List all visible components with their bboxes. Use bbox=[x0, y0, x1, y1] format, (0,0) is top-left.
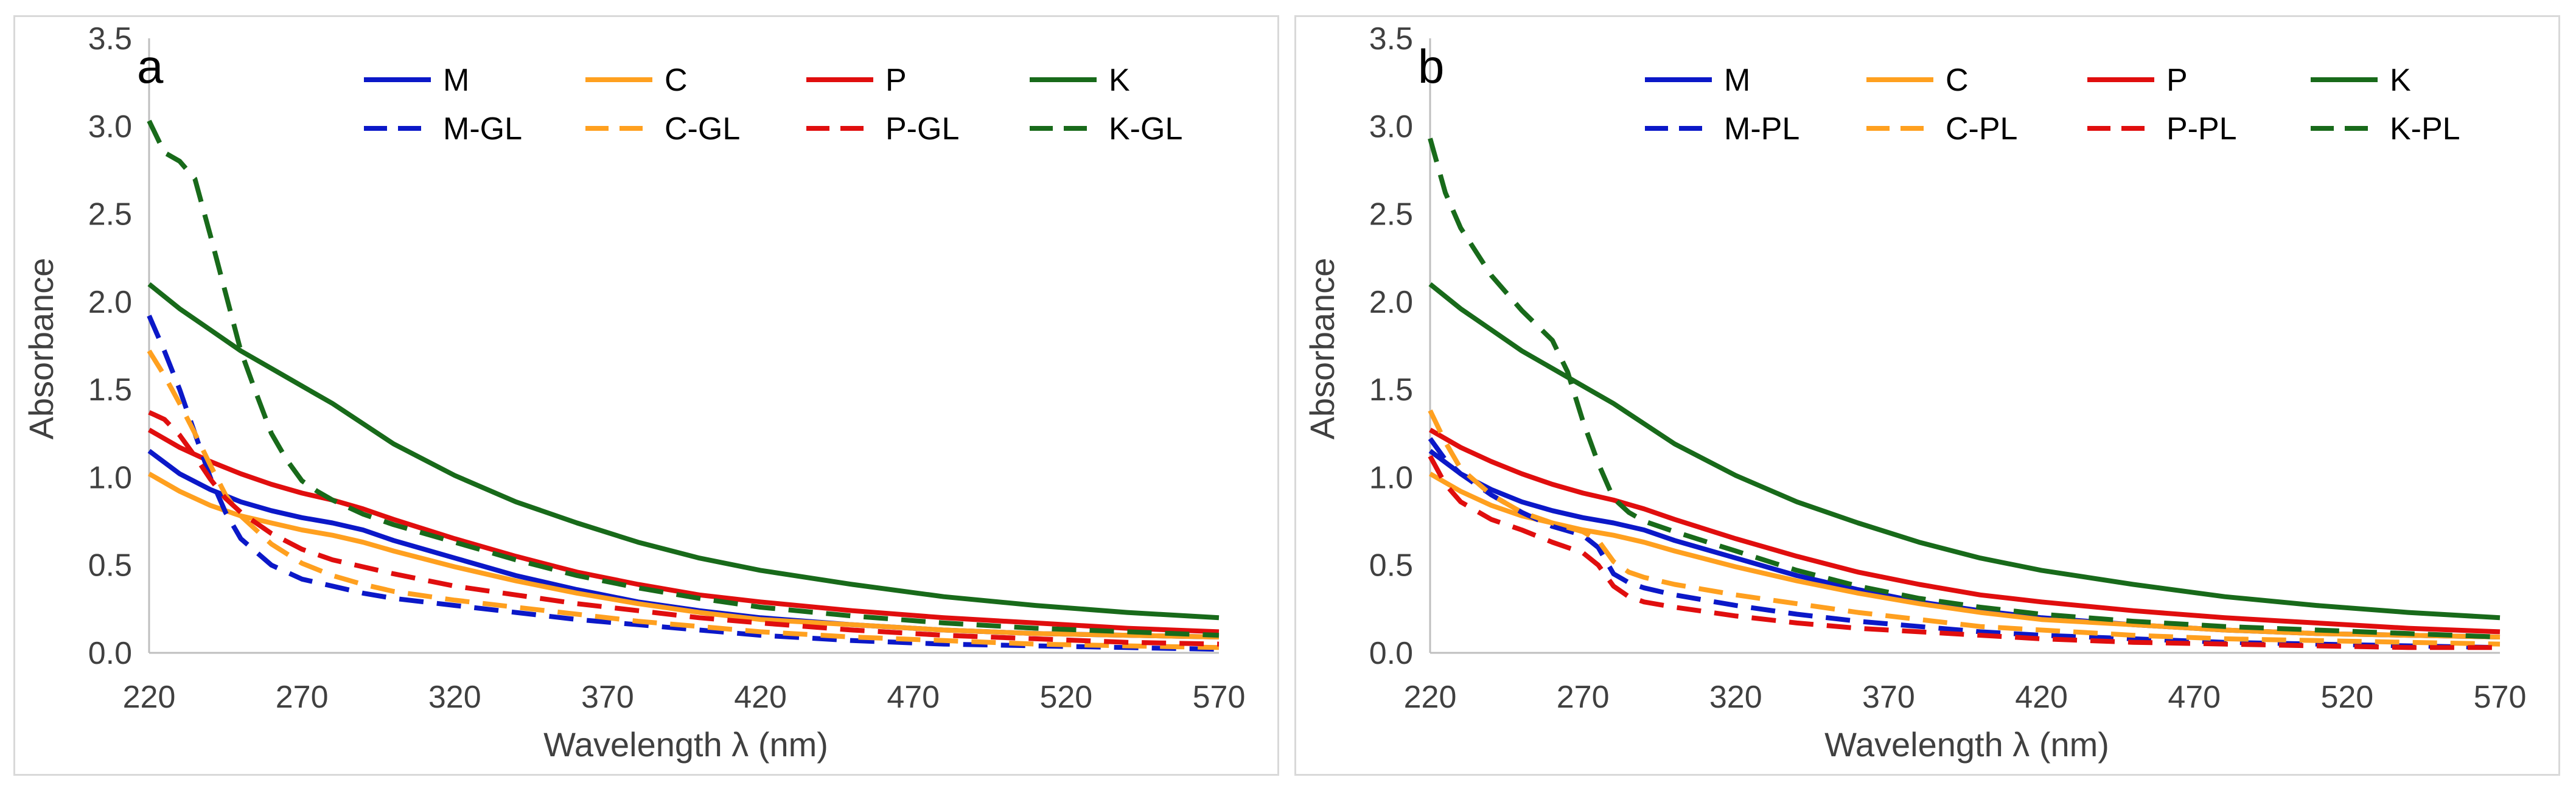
series-line-k-gl bbox=[147, 119, 1220, 638]
chart-a-svg: 0.0 0.5 1.0 1.5 2.0 2.5 3.0 3.5 220 270 320 370 420 4… bbox=[22, 21, 1246, 764]
legend-label-m: M bbox=[443, 63, 469, 98]
y-tick-label: 0.5 bbox=[1369, 548, 1413, 583]
legend-label-m-pl: M-PL bbox=[1724, 111, 1799, 147]
series-line-m-gl bbox=[147, 315, 1220, 652]
legend-label-k-gl: K-GL bbox=[1109, 111, 1182, 147]
y-tick-label: 0.5 bbox=[88, 548, 132, 583]
x-tick-label: 470 bbox=[887, 680, 940, 715]
y-tick-label: 3.0 bbox=[1369, 109, 1413, 144]
series-line-c-gl bbox=[147, 349, 1220, 650]
y-tick-label: 1.0 bbox=[88, 460, 132, 495]
series-line-c bbox=[148, 472, 1220, 639]
x-tick-label: 420 bbox=[734, 680, 787, 715]
chart-panel-a: 0.0 0.5 1.0 1.5 2.0 2.5 3.0 3.5 220 270 320 370 420 4… bbox=[13, 15, 1279, 776]
y-tick-label: 3.0 bbox=[88, 109, 132, 144]
legend-label-c-pl: C-PL bbox=[1946, 111, 2017, 147]
series-line-m-pl bbox=[1428, 437, 2501, 650]
legend-label-c-gl: C-GL bbox=[665, 111, 740, 147]
x-tick-label: 570 bbox=[2474, 680, 2527, 715]
x-tick-label: 370 bbox=[581, 680, 634, 715]
chart-panel-b: 0.0 0.5 1.0 1.5 2.0 2.5 3.0 3.5 220 270 320 370 420 4… bbox=[1294, 15, 2560, 776]
series-line-c-pl bbox=[1428, 409, 2501, 647]
y-tick-label: 1.0 bbox=[1369, 460, 1413, 495]
legend-label-p-pl: P-PL bbox=[2166, 111, 2237, 147]
legend-label-k: K bbox=[1109, 63, 1130, 98]
x-axis-title-b: Wavelength λ (nm) bbox=[1824, 725, 2109, 764]
y-tick-label: 3.5 bbox=[1369, 21, 1413, 57]
x-tick-label: 420 bbox=[2015, 680, 2068, 715]
legend-label-k: K bbox=[2390, 63, 2411, 98]
x-tick-label: 520 bbox=[1039, 680, 1092, 715]
x-tick-label: 520 bbox=[2320, 680, 2373, 715]
x-tick-label: 570 bbox=[1193, 680, 1246, 715]
y-tick-label: 2.5 bbox=[88, 197, 132, 232]
panel-label-b: b bbox=[1418, 40, 1444, 93]
y-tick-label: 2.0 bbox=[88, 285, 132, 320]
chart-b-svg: 0.0 0.5 1.0 1.5 2.0 2.5 3.0 3.5 220 270 320 370 420 4… bbox=[1303, 21, 2527, 764]
legend-label-p-gl: P-GL bbox=[885, 111, 959, 147]
legend-label-m: M bbox=[1724, 63, 1750, 98]
x-tick-label: 370 bbox=[1862, 680, 1915, 715]
x-tick-label: 270 bbox=[1557, 680, 1610, 715]
x-tick-label: 470 bbox=[2168, 680, 2221, 715]
x-tick-label: 270 bbox=[276, 680, 329, 715]
y-tick-label: 1.5 bbox=[1369, 372, 1413, 408]
panel-label-a: a bbox=[137, 40, 164, 93]
y-tick-label: 2.0 bbox=[1369, 285, 1413, 320]
y-axis-title-b: Absorbance bbox=[1303, 258, 1341, 440]
x-tick-label: 320 bbox=[1709, 680, 1762, 715]
x-axis-title-a: Wavelength λ (nm) bbox=[543, 725, 828, 764]
y-axis-title-a: Absorbance bbox=[22, 258, 60, 440]
legend-label-c: C bbox=[1946, 63, 1969, 98]
series-line-p-gl bbox=[148, 410, 1220, 647]
legend-label-k-pl: K-PL bbox=[2390, 111, 2460, 147]
series-line-k bbox=[147, 282, 1220, 621]
y-tick-label: 1.5 bbox=[88, 372, 132, 408]
y-tick-label: 2.5 bbox=[1369, 197, 1413, 232]
legend-label-m-gl: M-GL bbox=[443, 111, 522, 147]
x-tick-label: 220 bbox=[1404, 680, 1457, 715]
series-line-p bbox=[1429, 428, 2501, 635]
legend-label-p: P bbox=[885, 63, 907, 98]
legend-label-p: P bbox=[2166, 63, 2188, 98]
legend-label-c: C bbox=[665, 63, 688, 98]
series-line-p bbox=[148, 428, 1220, 635]
series-line-k-pl bbox=[1428, 138, 2501, 639]
y-tick-label: 0.0 bbox=[88, 636, 132, 671]
x-tick-label: 320 bbox=[428, 680, 481, 715]
series-line-k bbox=[1428, 282, 2501, 621]
x-tick-label: 220 bbox=[123, 680, 176, 715]
y-tick-label: 0.0 bbox=[1369, 636, 1413, 671]
y-tick-label: 3.5 bbox=[88, 21, 132, 57]
